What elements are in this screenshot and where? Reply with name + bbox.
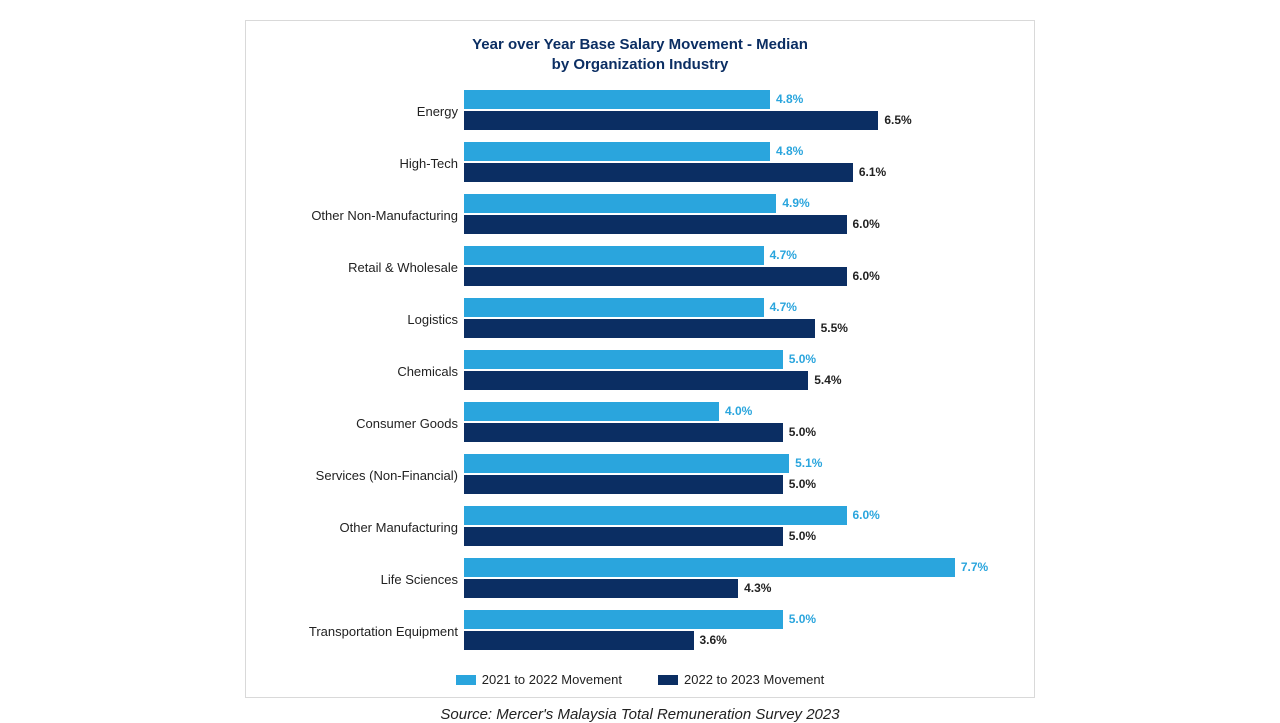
bar-value-2022-2023: 3.6% <box>694 631 727 650</box>
chart-title-line-1: Year over Year Base Salary Movement - Me… <box>472 36 808 53</box>
bar-value-2022-2023: 5.0% <box>783 475 816 494</box>
bar-2021-2022: 4.7% <box>464 298 764 317</box>
bar-value-2021-2022: 7.7% <box>955 558 988 577</box>
bar-value-2021-2022: 5.1% <box>789 454 822 473</box>
category-label: Services (Non-Financial) <box>264 468 464 483</box>
bar-2021-2022: 4.7% <box>464 246 764 265</box>
legend-label-2022-2023: 2022 to 2023 Movement <box>684 672 824 687</box>
bar-2021-2022: 4.8% <box>464 142 770 161</box>
bar-area: 4.7% 5.5% <box>464 296 1016 342</box>
category-label: Energy <box>264 104 464 119</box>
bar-area: 5.0% 5.4% <box>464 348 1016 394</box>
bar-value-2022-2023: 5.0% <box>783 423 816 442</box>
chart-row: Consumer Goods4.0%5.0% <box>264 400 1016 446</box>
bar-value-2022-2023: 5.0% <box>783 527 816 546</box>
chart-row: Energy4.8%6.5% <box>264 88 1016 134</box>
bar-area: 6.0% 5.0% <box>464 504 1016 550</box>
chart-title: Year over Year Base Salary Movement - Me… <box>264 35 1016 74</box>
category-label: High-Tech <box>264 156 464 171</box>
bar-2022-2023: 3.6% <box>464 631 694 650</box>
bar-area: 4.7% 6.0% <box>464 244 1016 290</box>
chart-card: Year over Year Base Salary Movement - Me… <box>245 20 1035 698</box>
chart-legend: 2021 to 2022 Movement 2022 to 2023 Movem… <box>264 672 1016 687</box>
bar-2021-2022: 7.7% <box>464 558 955 577</box>
chart-row: Logistics4.7%5.5% <box>264 296 1016 342</box>
bar-2022-2023: 6.1% <box>464 163 853 182</box>
bar-2021-2022: 4.0% <box>464 402 719 421</box>
category-label: Chemicals <box>264 364 464 379</box>
category-label: Retail & Wholesale <box>264 260 464 275</box>
chart-row: Transportation Equipment5.0%3.6% <box>264 608 1016 654</box>
chart-row: High-Tech4.8%6.1% <box>264 140 1016 186</box>
category-label: Consumer Goods <box>264 416 464 431</box>
chart-row: Other Non-Manufacturing4.9%6.0% <box>264 192 1016 238</box>
bar-2021-2022: 5.0% <box>464 610 783 629</box>
legend-item-2021-2022: 2021 to 2022 Movement <box>456 672 622 687</box>
bar-value-2021-2022: 4.0% <box>719 402 752 421</box>
bar-area: 4.8% 6.1% <box>464 140 1016 186</box>
bar-2021-2022: 5.1% <box>464 454 789 473</box>
bar-value-2021-2022: 5.0% <box>783 610 816 629</box>
bar-2022-2023: 5.0% <box>464 475 783 494</box>
bar-area: 4.9% 6.0% <box>464 192 1016 238</box>
bar-value-2021-2022: 5.0% <box>783 350 816 369</box>
bar-value-2022-2023: 5.4% <box>808 371 841 390</box>
bar-2022-2023: 6.0% <box>464 267 847 286</box>
bar-value-2021-2022: 6.0% <box>847 506 880 525</box>
legend-swatch-2022-2023 <box>658 675 678 685</box>
legend-item-2022-2023: 2022 to 2023 Movement <box>658 672 824 687</box>
category-label: Life Sciences <box>264 572 464 587</box>
legend-swatch-2021-2022 <box>456 675 476 685</box>
bar-value-2022-2023: 6.0% <box>847 215 880 234</box>
bar-2022-2023: 5.0% <box>464 527 783 546</box>
bar-area: 4.8% 6.5% <box>464 88 1016 134</box>
chart-row: Other Manufacturing6.0%5.0% <box>264 504 1016 550</box>
bar-2021-2022: 6.0% <box>464 506 847 525</box>
bar-2022-2023: 5.0% <box>464 423 783 442</box>
bar-2021-2022: 4.8% <box>464 90 770 109</box>
bar-2021-2022: 5.0% <box>464 350 783 369</box>
bar-value-2021-2022: 4.9% <box>776 194 809 213</box>
bar-value-2022-2023: 6.1% <box>853 163 886 182</box>
bar-value-2022-2023: 5.5% <box>815 319 848 338</box>
bar-area: 7.7% 4.3% <box>464 556 1016 602</box>
category-label: Other Manufacturing <box>264 520 464 535</box>
chart-source: Source: Mercer's Malaysia Total Remunera… <box>245 706 1035 723</box>
chart-title-line-2: by Organization Industry <box>552 56 729 73</box>
chart-row: Chemicals5.0%5.4% <box>264 348 1016 394</box>
chart-row: Life Sciences7.7%4.3% <box>264 556 1016 602</box>
bar-2022-2023: 5.5% <box>464 319 815 338</box>
bar-value-2021-2022: 4.8% <box>770 90 803 109</box>
bar-value-2022-2023: 6.0% <box>847 267 880 286</box>
bar-area: 5.0% 3.6% <box>464 608 1016 654</box>
bar-2022-2023: 5.4% <box>464 371 808 390</box>
page-root: Year over Year Base Salary Movement - Me… <box>0 0 1280 720</box>
chart-rows: Energy4.8%6.5%High-Tech4.8%6.1%Other Non… <box>264 88 1016 654</box>
category-label: Other Non-Manufacturing <box>264 208 464 223</box>
bar-2022-2023: 4.3% <box>464 579 738 598</box>
bar-2021-2022: 4.9% <box>464 194 776 213</box>
category-label: Transportation Equipment <box>264 624 464 639</box>
bar-value-2021-2022: 4.7% <box>764 298 797 317</box>
bar-area: 4.0% 5.0% <box>464 400 1016 446</box>
bar-2022-2023: 6.0% <box>464 215 847 234</box>
bar-area: 5.1% 5.0% <box>464 452 1016 498</box>
chart-row: Retail & Wholesale4.7%6.0% <box>264 244 1016 290</box>
bar-value-2021-2022: 4.8% <box>770 142 803 161</box>
bar-value-2022-2023: 6.5% <box>878 111 911 130</box>
legend-label-2021-2022: 2021 to 2022 Movement <box>482 672 622 687</box>
bar-value-2022-2023: 4.3% <box>738 579 771 598</box>
bar-2022-2023: 6.5% <box>464 111 878 130</box>
chart-row: Services (Non-Financial)5.1%5.0% <box>264 452 1016 498</box>
category-label: Logistics <box>264 312 464 327</box>
bar-value-2021-2022: 4.7% <box>764 246 797 265</box>
